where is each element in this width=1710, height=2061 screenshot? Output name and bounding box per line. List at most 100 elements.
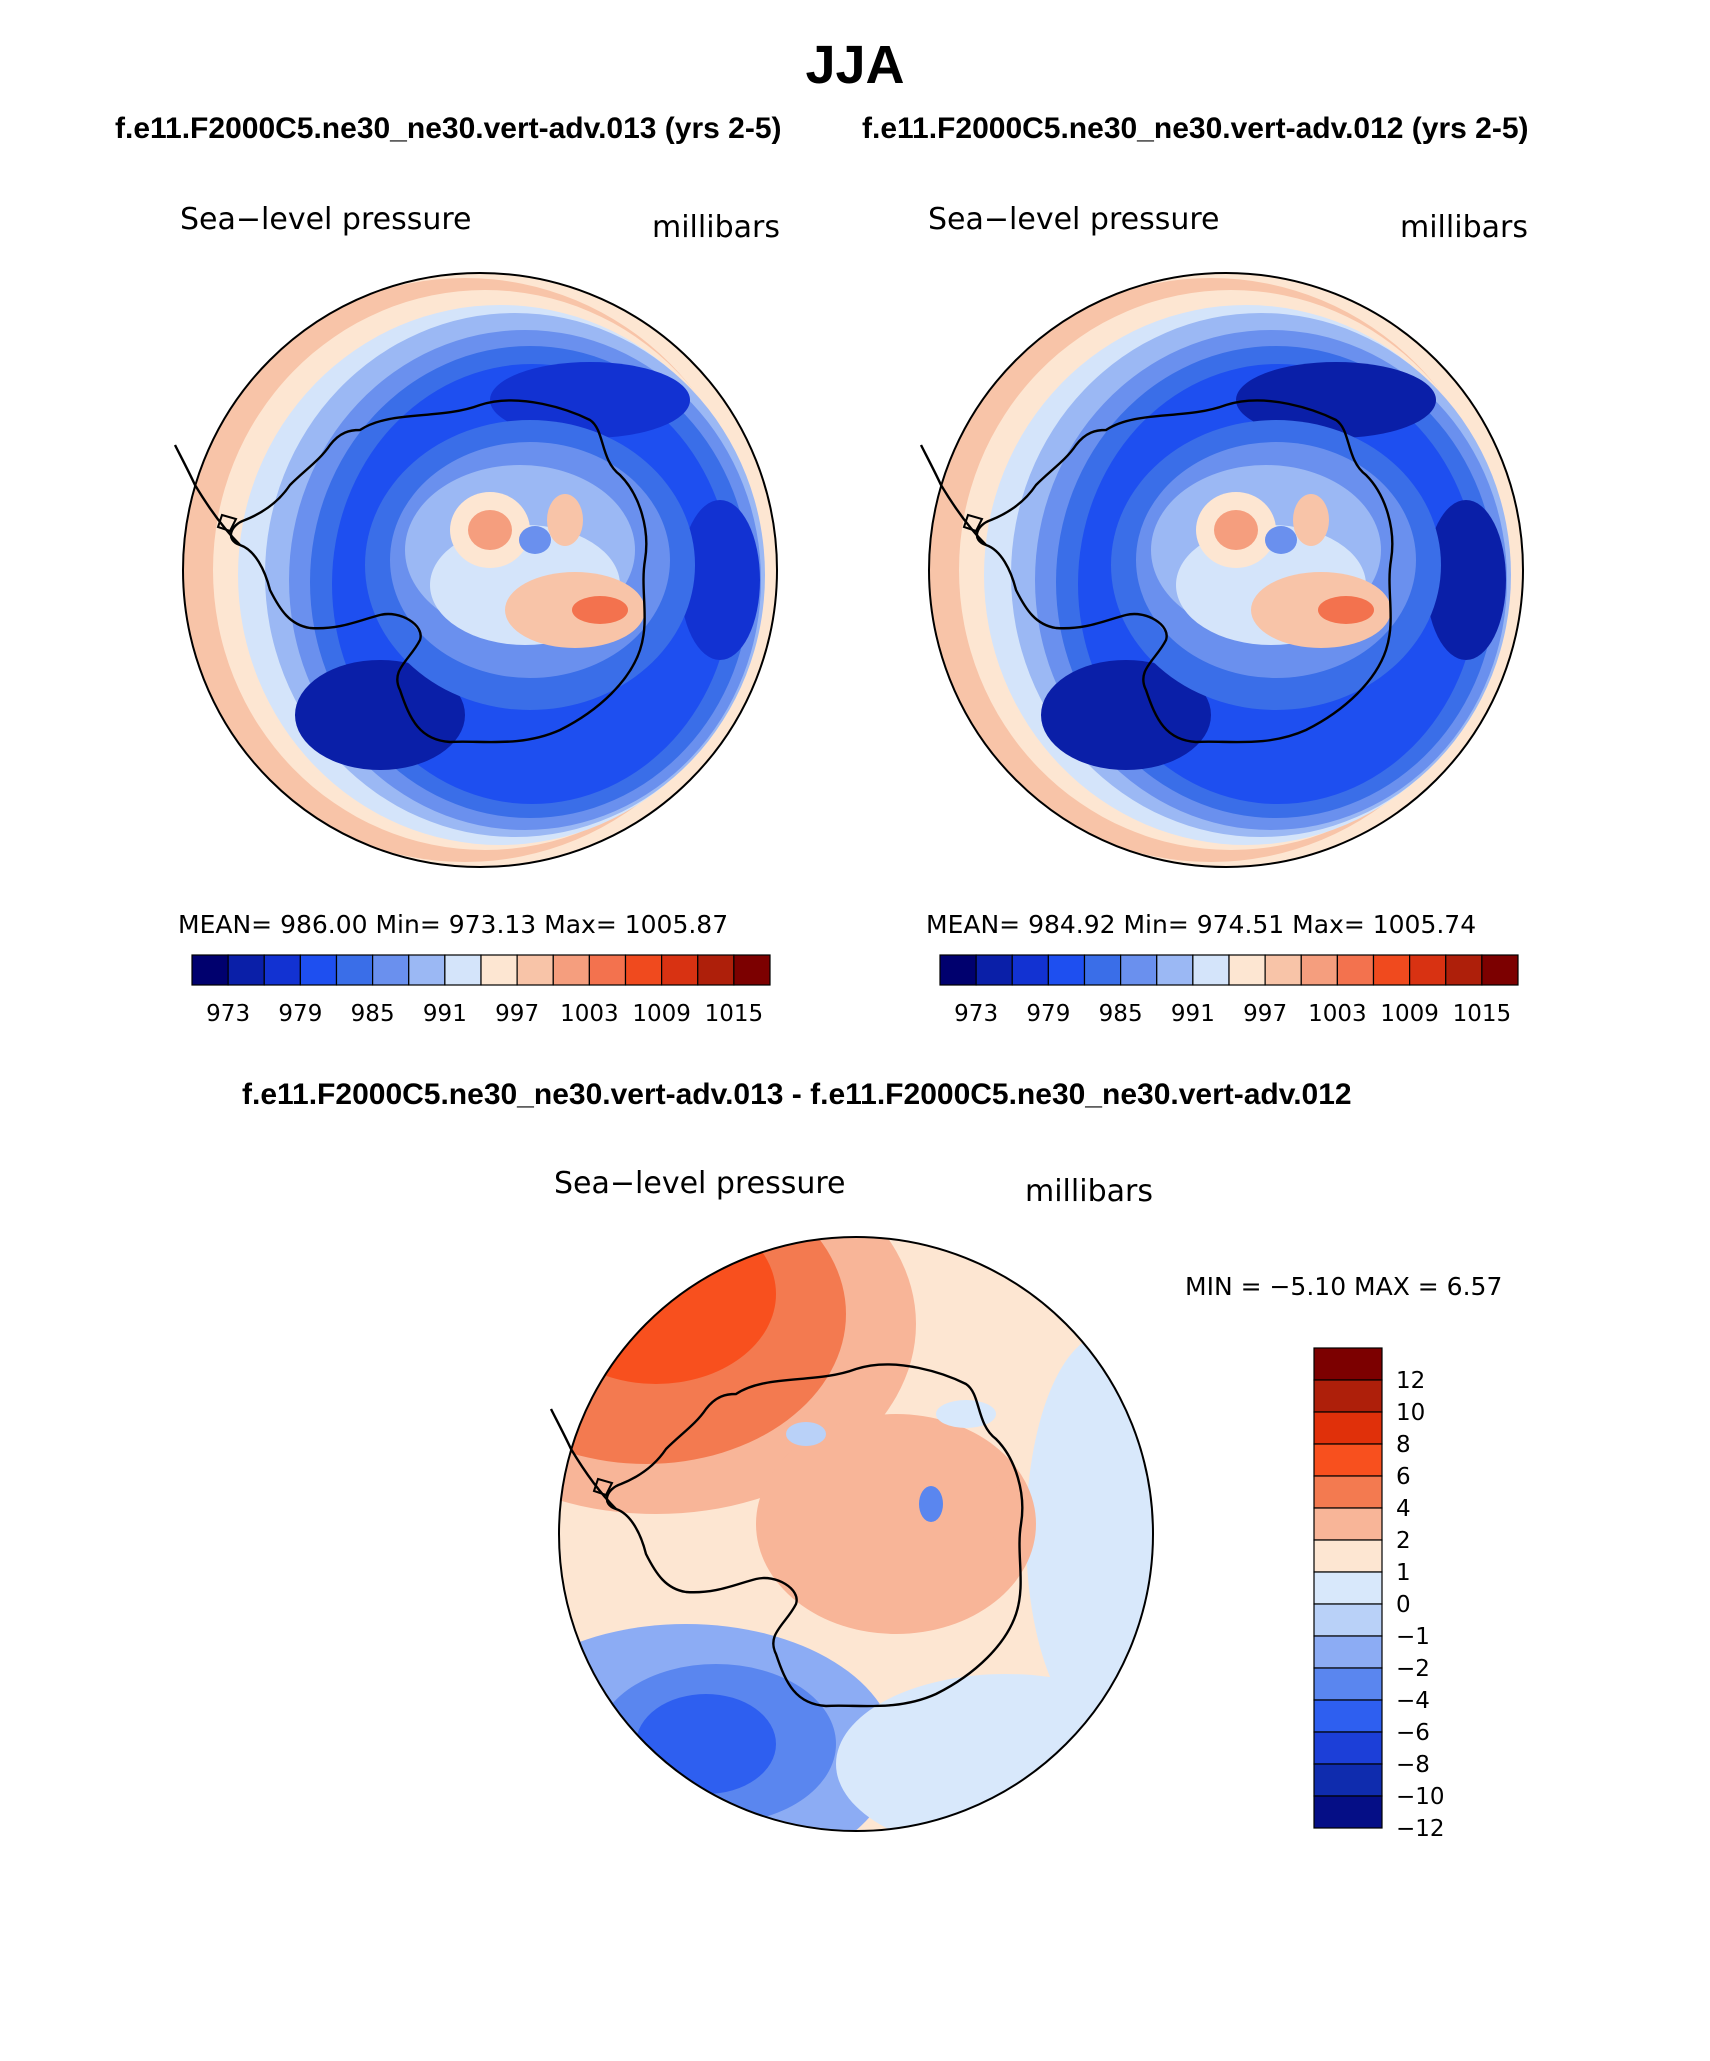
panel2-colorbar-tick-3: 991 xyxy=(1171,1001,1215,1027)
panel3-stats: MIN = −5.10 MAX = 6.57 xyxy=(1185,1272,1503,1301)
panel1-colorbar-cell-14 xyxy=(697,954,735,986)
panel1-colorbar-cell-12 xyxy=(624,954,663,986)
panel3-colorbar-tick-7: 0 xyxy=(1396,1592,1411,1618)
panel2-map-border xyxy=(928,272,1524,868)
panel2-stats: MEAN= 984.92 Min= 974.51 Max= 1005.74 xyxy=(926,910,1477,939)
panel2-colorbar-cell-6 xyxy=(1156,954,1194,986)
panel1-colorbar-cell-10 xyxy=(552,954,590,986)
panel1-colorbar-cell-5 xyxy=(372,954,410,986)
panel3-colorbar-tick-8: −1 xyxy=(1396,1624,1430,1650)
panel3-colorbar-cell-0 xyxy=(1313,1347,1383,1381)
subtitle-right: f.e11.F2000C5.ne30_ne30.vert-adv.012 (yr… xyxy=(862,112,1529,145)
panel1-map-border xyxy=(182,272,778,868)
panel3-colorbar-cell-4 xyxy=(1313,1475,1383,1509)
panel3-colorbar-cell-8 xyxy=(1313,1603,1383,1637)
panel3-colorbar-tick-9: −2 xyxy=(1396,1656,1430,1682)
panel3-colorbar-tick-2: 8 xyxy=(1396,1432,1411,1458)
panel1-stats: MEAN= 986.00 Min= 973.13 Max= 1005.87 xyxy=(178,910,729,939)
panel1-colorbar-cell-7 xyxy=(444,954,482,986)
diff-east-neg-region xyxy=(1026,1334,1153,1734)
panel2-colorbar-cell-4 xyxy=(1083,954,1122,986)
panel3-variable: Sea−level pressure xyxy=(554,1166,846,1201)
diff-interior-neg-b xyxy=(919,1486,943,1522)
panel2-colorbar-cell-5 xyxy=(1120,954,1158,986)
panel3-colorbar-cell-6 xyxy=(1313,1539,1383,1573)
panel3-colorbar-cell-7 xyxy=(1313,1571,1383,1605)
panel2-colorbar-cell-10 xyxy=(1300,954,1338,986)
panel3-colorbar-cell-2 xyxy=(1313,1411,1383,1445)
panel2-colorbar-cell-14 xyxy=(1445,954,1483,986)
panel2-colorbar-tick-7: 1015 xyxy=(1453,1001,1512,1027)
panel1-colorbar-cell-13 xyxy=(661,954,699,986)
panel2-dome-low xyxy=(1265,526,1297,554)
panel2-colorbar-cell-3 xyxy=(1047,954,1086,986)
panel3-colorbar-tick-6: 1 xyxy=(1396,1560,1411,1586)
panel1-colorbar-cell-2 xyxy=(263,954,301,986)
panel3-colorbar-cell-12 xyxy=(1313,1731,1383,1765)
panel3-colorbar-cell-9 xyxy=(1313,1635,1383,1669)
panel2-colorbar-cell-1 xyxy=(975,954,1013,986)
panel2-high-1-core xyxy=(1214,510,1258,550)
panel1-colorbar-cell-0 xyxy=(191,954,229,986)
diff-neg6-region xyxy=(636,1694,776,1794)
panel3-colorbar-cell-14 xyxy=(1313,1795,1383,1829)
diff-interior-neg-c xyxy=(936,1400,996,1428)
panel1-low-southwest xyxy=(295,660,465,770)
panel1-low-north xyxy=(490,362,690,438)
diff-south-neg-region xyxy=(836,1674,1153,1831)
panel1-colorbar-cell-3 xyxy=(299,954,338,986)
diff-pos6-region xyxy=(559,1237,776,1384)
panel3-colorbar-cell-3 xyxy=(1313,1443,1383,1477)
panel3-colorbar-tick-4: 4 xyxy=(1396,1496,1411,1522)
panel1-colorbar-cell-4 xyxy=(335,954,374,986)
panel2-low-east xyxy=(1426,500,1506,660)
diff-interior-pos-b xyxy=(986,1484,1026,1544)
panel2-colorbar-tick-4: 997 xyxy=(1243,1001,1287,1027)
diff-interior-pos-region xyxy=(756,1414,1036,1634)
panel2-high-3 xyxy=(1293,494,1329,546)
panel3-colorbar-tick-13: −10 xyxy=(1396,1784,1445,1810)
panel1-colorbar-tick-5: 1003 xyxy=(560,1001,619,1027)
panel2-colorbar-cell-0 xyxy=(939,954,977,986)
panel1-variable: Sea−level pressure xyxy=(180,202,472,237)
panel1-high-2-core xyxy=(572,596,628,624)
panel3-colorbar-tick-5: 2 xyxy=(1396,1528,1411,1554)
panel2-colorbar-cell-9 xyxy=(1264,954,1302,986)
panel3-colorbar-tick-12: −8 xyxy=(1396,1752,1430,1778)
panel3-map-border xyxy=(558,1236,1154,1832)
panel1-colorbar-cell-6 xyxy=(408,954,446,986)
panel1-low-east xyxy=(680,500,760,660)
panel1-colorbar-cell-11 xyxy=(588,954,627,986)
panel1-colorbar-cell-8 xyxy=(480,954,518,986)
panel2-colorbar-tick-6: 1009 xyxy=(1380,1001,1439,1027)
panel1-dome-low xyxy=(519,526,551,554)
panel3-colorbar-cell-1 xyxy=(1313,1379,1383,1413)
panel3-colorbar-cell-13 xyxy=(1313,1763,1383,1797)
panel2-colorbar-cell-8 xyxy=(1228,954,1266,986)
panel2-low-north xyxy=(1236,362,1436,438)
panel1-units: millibars xyxy=(652,210,780,245)
panel1-colorbar-tick-7: 1015 xyxy=(705,1001,764,1027)
panel3-colorbar-cell-5 xyxy=(1313,1507,1383,1541)
diff-title: f.e11.F2000C5.ne30_ne30.vert-adv.013 - f… xyxy=(242,1078,1352,1111)
panel3-colorbar-tick-14: −12 xyxy=(1396,1816,1445,1842)
panel2-variable: Sea−level pressure xyxy=(928,202,1220,237)
panel3-colorbar-tick-3: 6 xyxy=(1396,1464,1411,1490)
panel3-colorbar-cell-11 xyxy=(1313,1699,1383,1733)
panel2-colorbar-tick-2: 985 xyxy=(1099,1001,1143,1027)
panel2-low-southwest xyxy=(1041,660,1211,770)
panel2-colorbar-tick-5: 1003 xyxy=(1308,1001,1367,1027)
panel1-colorbar-cell-9 xyxy=(516,954,554,986)
panel3-colorbar-tick-0: 12 xyxy=(1396,1368,1425,1394)
panel3-colorbar-tick-11: −6 xyxy=(1396,1720,1430,1746)
panel2-colorbar-cell-2 xyxy=(1011,954,1049,986)
panel3-colorbar-cell-10 xyxy=(1313,1667,1383,1701)
panel1-colorbar-tick-6: 1009 xyxy=(632,1001,691,1027)
panel1-high-1-core xyxy=(468,510,512,550)
panel2-colorbar-tick-1: 979 xyxy=(1026,1001,1070,1027)
panel2-colorbar-cell-13 xyxy=(1409,954,1447,986)
panel2-colorbar-cell-11 xyxy=(1336,954,1375,986)
panel2-colorbar-cell-15 xyxy=(1481,954,1519,986)
panel1-colorbar-tick-1: 979 xyxy=(278,1001,322,1027)
